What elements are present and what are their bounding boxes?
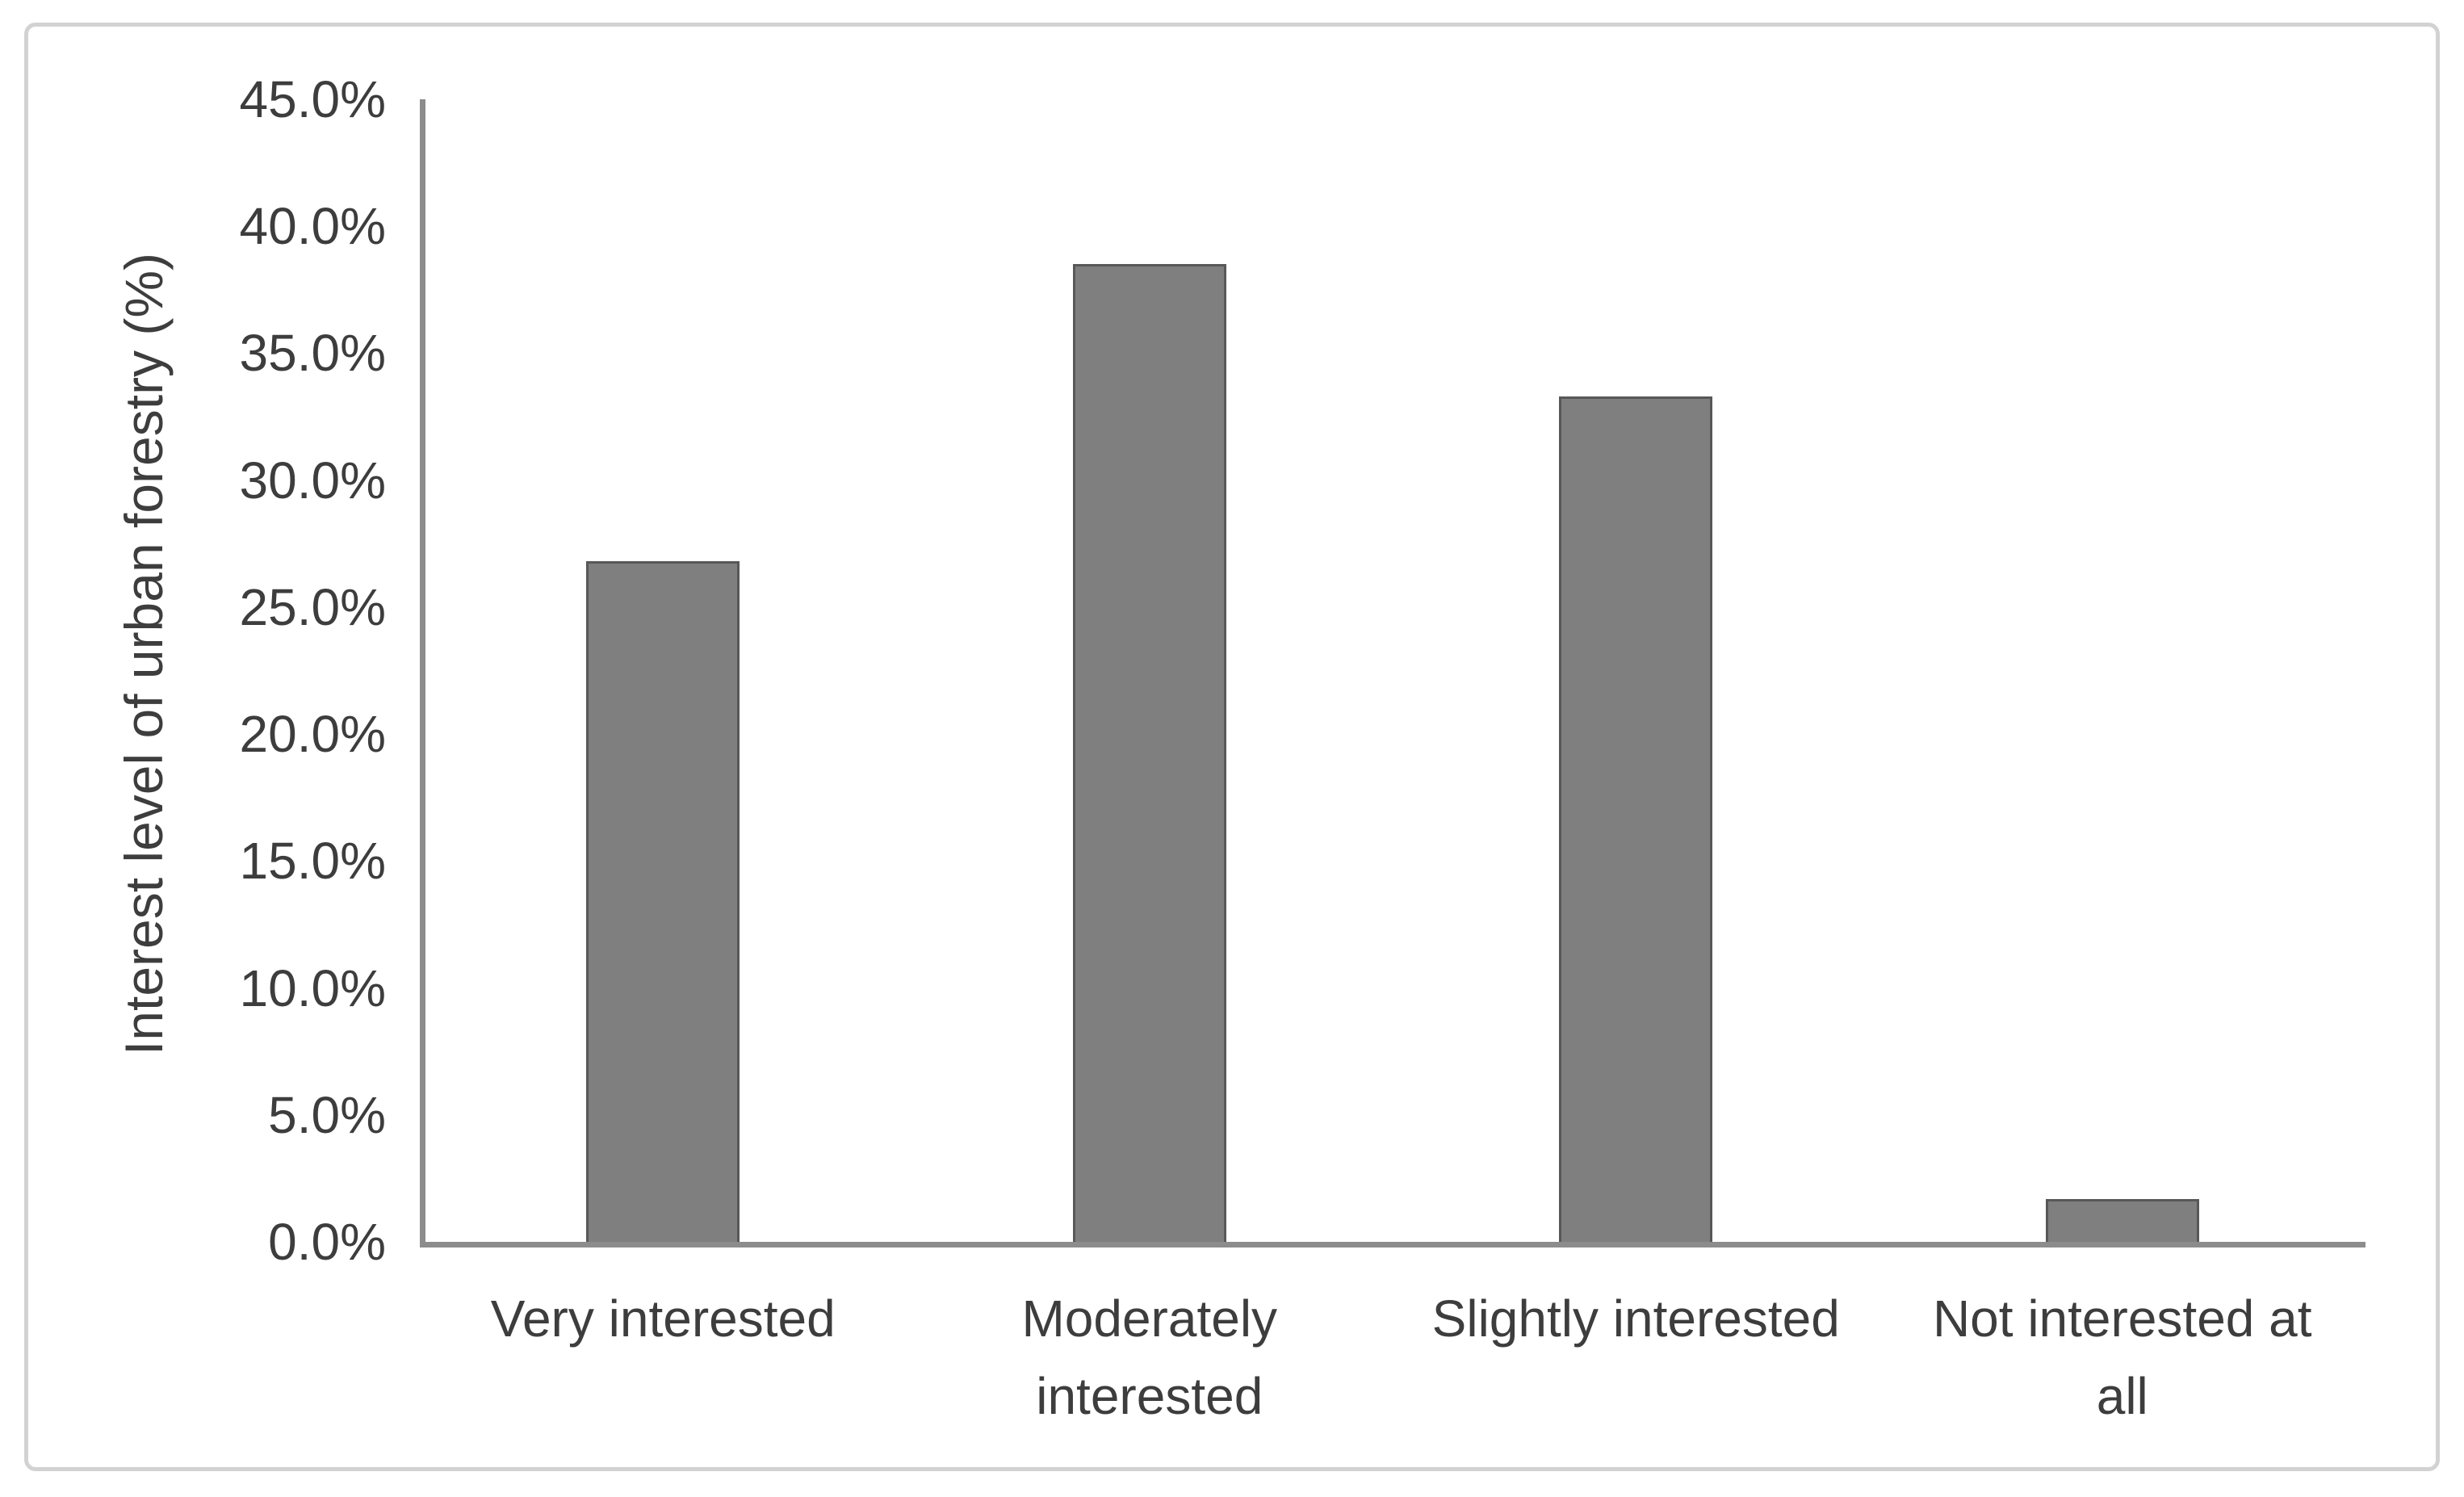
x-category-label: Moderately interested <box>907 1280 1393 1435</box>
bar-slot <box>420 99 907 1242</box>
y-tick-label: 5.0% <box>268 1085 386 1144</box>
y-tick-label: 10.0% <box>239 958 386 1017</box>
x-category-label: Not interested at all <box>1879 1280 2366 1435</box>
y-tick-label: 30.0% <box>239 451 386 509</box>
bar-not-interested-at-all <box>2045 1198 2199 1242</box>
y-tick-label: 45.0% <box>239 70 386 128</box>
y-tick-label: 25.0% <box>239 577 386 636</box>
x-category-label-line: Not interested at <box>1932 1289 2312 1348</box>
x-category-label-line: Very interested <box>490 1289 836 1348</box>
y-tick-label: 15.0% <box>239 832 386 891</box>
plot-area <box>420 99 2366 1242</box>
y-tick-label: 40.0% <box>239 197 386 256</box>
chart-frame <box>24 23 2440 1471</box>
x-category-label: Slightly interested <box>1393 1280 1879 1435</box>
x-category-label: Very interested <box>420 1280 907 1435</box>
y-axis-tick-labels: 0.0% 5.0% 10.0% 15.0% 20.0% 25.0% 30.0% 35.0% 40… <box>0 70 386 1271</box>
y-tick-label: 20.0% <box>239 705 386 764</box>
bar-slightly-interested <box>1559 396 1713 1242</box>
bar-slot <box>907 99 1393 1242</box>
x-category-label-line: Slightly interested <box>1431 1289 1840 1348</box>
bar-moderately-interested <box>1072 264 1226 1242</box>
y-tick-label: 0.0% <box>268 1213 386 1271</box>
x-axis-line <box>420 1242 2366 1248</box>
x-category-label-line: interested <box>1036 1367 1263 1425</box>
bar-very-interested <box>586 561 740 1242</box>
x-axis-category-labels: Very interested Moderately interested Sligh… <box>420 1280 2366 1435</box>
bar-slot <box>1393 99 1879 1242</box>
bar-slot <box>1879 99 2366 1242</box>
y-axis-line <box>420 99 425 1248</box>
x-category-label-line: Moderately <box>1021 1289 1278 1348</box>
x-category-label-line: all <box>2096 1367 2148 1425</box>
y-tick-label: 35.0% <box>239 324 386 383</box>
